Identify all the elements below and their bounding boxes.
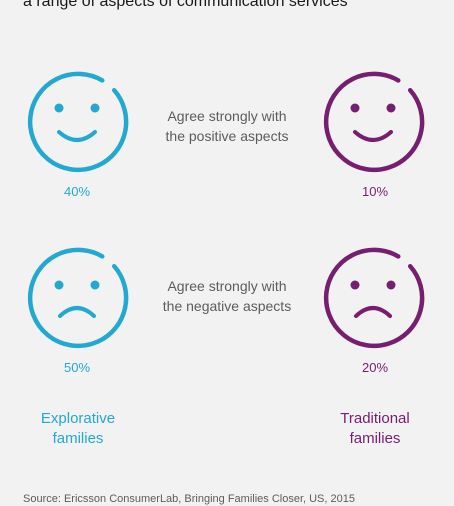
explorative-label-line1: Explorative xyxy=(40,410,116,427)
negative-caption-line2: the negative aspects xyxy=(162,298,292,314)
traditional-negative-value: 20% xyxy=(361,360,389,375)
positive-aspects-caption: Agree strongly with the positive aspects xyxy=(147,106,307,146)
traditional-happy-face-icon xyxy=(318,66,430,178)
positive-caption-line2: the positive aspects xyxy=(165,128,289,144)
traditional-families-label: Traditional families xyxy=(315,409,435,449)
explorative-positive-value: 40% xyxy=(63,184,91,199)
explorative-happy-face-icon xyxy=(22,66,134,178)
source-note: Source: Ericsson ConsumerLab, Bringing F… xyxy=(23,493,355,505)
negative-aspects-caption: Agree strongly with the negative aspects xyxy=(147,276,307,316)
negative-caption-line1: Agree strongly with xyxy=(167,278,287,294)
traditional-positive-value: 10% xyxy=(361,184,389,199)
explorative-negative-value: 50% xyxy=(63,360,91,375)
traditional-label-line2: families xyxy=(349,430,401,447)
traditional-sad-face-icon xyxy=(318,242,430,354)
positive-caption-line1: Agree strongly with xyxy=(167,108,287,124)
explorative-label-line2: families xyxy=(52,430,104,447)
explorative-sad-face-icon xyxy=(22,242,134,354)
traditional-label-line1: Traditional xyxy=(340,410,410,427)
page-heading: a range of aspects of communication serv… xyxy=(23,0,348,10)
explorative-families-label: Explorative families xyxy=(18,409,138,449)
